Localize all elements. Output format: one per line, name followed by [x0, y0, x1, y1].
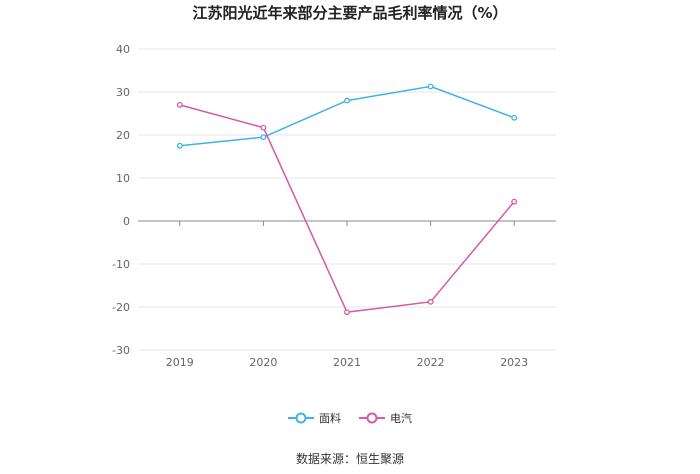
series-line-1 — [179, 104, 515, 313]
legend-series-1-label: 电汽 — [390, 412, 412, 425]
x-tick-label: 2022 — [417, 356, 445, 369]
axes: 40 30 20 10 0 -10 -20 -30 2019 2020 2021 2022 2023 — [112, 43, 528, 369]
data-source-note: 数据来源：恒生聚源 — [295, 452, 404, 466]
data-point-series-1[interactable] — [344, 309, 350, 316]
y-tick-label: 30 — [116, 86, 130, 99]
legend-item-series-0[interactable]: 面料 — [288, 410, 341, 426]
chart-title: 江苏阳光近年来部分主要产品毛利率情况（%） — [192, 4, 508, 22]
x-tick-label: 2020 — [249, 356, 277, 369]
series-group — [176, 83, 518, 316]
series-line-0 — [179, 85, 515, 147]
y-tick-label: -10 — [112, 258, 130, 271]
y-tick-label: 0 — [123, 215, 130, 228]
y-tick-label: -20 — [112, 301, 130, 314]
legend: 面料 电汽 — [0, 410, 700, 426]
data-point-series-1[interactable] — [176, 101, 183, 108]
x-tick-label: 2019 — [166, 356, 194, 369]
legend-item-series-1[interactable]: 电汽 — [359, 410, 412, 426]
y-tick-label: -30 — [112, 344, 130, 357]
y-tick-label: 20 — [116, 129, 130, 142]
data-point-series-0[interactable] — [260, 134, 267, 141]
data-point-series-1[interactable] — [427, 298, 434, 305]
x-tick-label: 2021 — [333, 356, 361, 369]
legend-series-0-label: 面料 — [319, 412, 341, 425]
data-point-series-0[interactable] — [344, 97, 350, 104]
y-tick-label: 10 — [116, 172, 130, 185]
data-point-series-1[interactable] — [260, 124, 267, 131]
data-point-series-1[interactable] — [511, 198, 518, 205]
data-point-series-0[interactable] — [511, 114, 518, 121]
grid-lines — [138, 48, 556, 351]
legend-series-0-icon — [288, 412, 314, 424]
legend-series-1-icon — [359, 412, 385, 424]
data-point-series-0[interactable] — [427, 83, 434, 90]
data-point-series-0[interactable] — [176, 142, 183, 149]
y-tick-label: 40 — [116, 43, 130, 56]
x-tick-label: 2023 — [500, 356, 528, 369]
